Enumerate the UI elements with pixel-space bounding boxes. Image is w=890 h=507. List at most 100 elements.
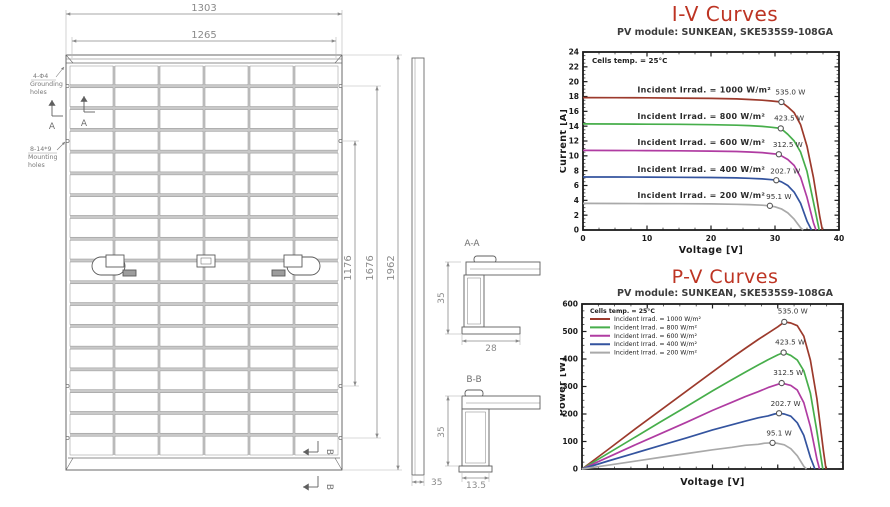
pv-cell xyxy=(204,152,249,173)
pv-cell xyxy=(249,283,294,303)
curve-series-4 xyxy=(583,176,813,231)
pv-cell xyxy=(249,327,294,347)
pv-cell xyxy=(114,239,159,260)
pv-cell xyxy=(114,131,159,151)
y-tick-label: 24 xyxy=(569,48,579,57)
section-b-label: B xyxy=(324,449,334,455)
dim-bb-height-text: 35 xyxy=(437,426,447,437)
grounding-callout-line2: Grounding xyxy=(30,81,63,88)
pv-cell xyxy=(114,196,159,216)
mpp-power-label: 95.1 W xyxy=(766,192,791,201)
y-tick-label: 600 xyxy=(562,300,578,309)
pv-cell xyxy=(114,414,159,434)
y-tick-label: 22 xyxy=(569,62,579,71)
curve-inline-label: Incident Irrad. = 600 W/m² xyxy=(637,138,765,147)
pv-curves-chart: P-V Curves PV module: SUNKEAN, SKE535S9-… xyxy=(560,266,890,504)
curve-inline-label: Incident Irrad. = 800 W/m² xyxy=(637,112,765,121)
pv-cell xyxy=(159,414,204,434)
pv-cell xyxy=(294,218,339,238)
pv-cell xyxy=(159,283,204,303)
pv-cell xyxy=(159,435,204,456)
frame-foot xyxy=(458,465,493,473)
pv-cell xyxy=(294,283,339,303)
mpp-power-label: 95.1 W xyxy=(766,429,791,438)
pv-cell xyxy=(204,174,249,194)
junction-boxes xyxy=(91,254,321,277)
cell-grid xyxy=(69,65,339,456)
pv-cell xyxy=(249,305,294,325)
section-bb-detail: B-B 35 13.5 xyxy=(437,375,541,491)
curve-series-2 xyxy=(582,123,821,231)
mounting-callout-line1: 8-14*9 xyxy=(30,146,51,153)
pv-chart-subtitle: PV module: SUNKEAN, SKE535S9-108GA xyxy=(617,288,833,299)
section-a-label: A xyxy=(81,119,88,129)
pv-cell xyxy=(159,218,204,238)
y-tick-label: 20 xyxy=(569,77,579,86)
mpp-power-label: 202.7 W xyxy=(770,167,800,176)
curve-inline-label: Incident Irrad. = 1000 W/m² xyxy=(637,85,771,94)
pv-cell xyxy=(114,109,159,129)
pv-cell xyxy=(159,109,204,129)
pv-cell xyxy=(294,65,339,86)
pv-cell xyxy=(294,392,339,412)
dim-aa-width-text: 28 xyxy=(485,344,497,354)
pv-cell xyxy=(294,305,339,325)
pv-cell xyxy=(159,131,204,151)
mpp-power-label: 423.5 W xyxy=(775,338,805,347)
mounting-hole xyxy=(65,139,70,143)
connector-left xyxy=(122,269,137,277)
pv-cell xyxy=(249,196,294,216)
mpp-power-label: 202.7 W xyxy=(771,399,801,408)
pv-cell xyxy=(204,435,249,456)
pv-cell xyxy=(114,348,159,369)
module-side-view: 35 xyxy=(411,57,442,488)
mpp-power-label: 535.0 W xyxy=(778,306,808,315)
pv-cell xyxy=(249,239,294,260)
curve-series-2 xyxy=(581,351,824,470)
pv-cell xyxy=(204,239,249,260)
mpp-marker xyxy=(769,439,776,446)
legend-entry: Incident Irrad. = 1000 W/m² xyxy=(614,316,701,323)
y-tick-label: 8 xyxy=(574,166,579,175)
frame-top-flange xyxy=(461,395,541,410)
legend-entry: Incident Irrad. = 400 W/m² xyxy=(614,341,698,348)
pv-cell xyxy=(204,87,249,107)
pv-cell xyxy=(69,392,114,412)
pv-cell xyxy=(159,152,204,173)
pv-cell xyxy=(249,348,294,369)
frame-corner-joint xyxy=(334,457,343,471)
pv-cell xyxy=(294,327,339,347)
y-axis-label: Current [A] xyxy=(560,109,569,174)
junction-box-left xyxy=(105,254,125,268)
pv-cell xyxy=(159,305,204,325)
pv-cell xyxy=(159,87,204,107)
pv-cell xyxy=(249,109,294,129)
mpp-power-label: 312.5 W xyxy=(773,140,803,149)
pv-cell xyxy=(69,65,114,86)
x-tick-label: 30 xyxy=(770,234,780,243)
dim-height-outer-text: 1962 xyxy=(386,255,397,280)
y-tick-label: 100 xyxy=(562,437,578,446)
y-tick-label: 10 xyxy=(569,151,579,160)
mpp-power-label: 535.0 W xyxy=(775,87,805,96)
y-tick-label: 2 xyxy=(574,211,579,220)
grounding-callout-line1: 4-Φ4 xyxy=(33,73,48,80)
pv-cell xyxy=(69,239,114,260)
y-axis-label: Power [W] xyxy=(560,357,568,416)
grounding-callout-line3: holes xyxy=(30,89,47,96)
section-b-marks: B B xyxy=(303,441,334,491)
pv-cell xyxy=(159,65,204,86)
mounting-callout-line2: Mounting xyxy=(28,154,57,161)
axis-box xyxy=(581,303,844,470)
cells-temp-annotation: Cells temp. = 25°C xyxy=(592,56,667,65)
axis-box xyxy=(582,51,840,231)
dim-height-mid-text: 1676 xyxy=(365,255,376,280)
frame-corner-joint xyxy=(334,54,343,64)
pv-cell xyxy=(294,152,339,173)
pv-cell xyxy=(69,414,114,434)
pv-cell xyxy=(69,196,114,216)
curve-series-1 xyxy=(582,96,824,231)
x-axis-label: Voltage [V] xyxy=(679,245,744,256)
pv-cell xyxy=(249,218,294,238)
y-tick-label: 0 xyxy=(574,226,579,235)
